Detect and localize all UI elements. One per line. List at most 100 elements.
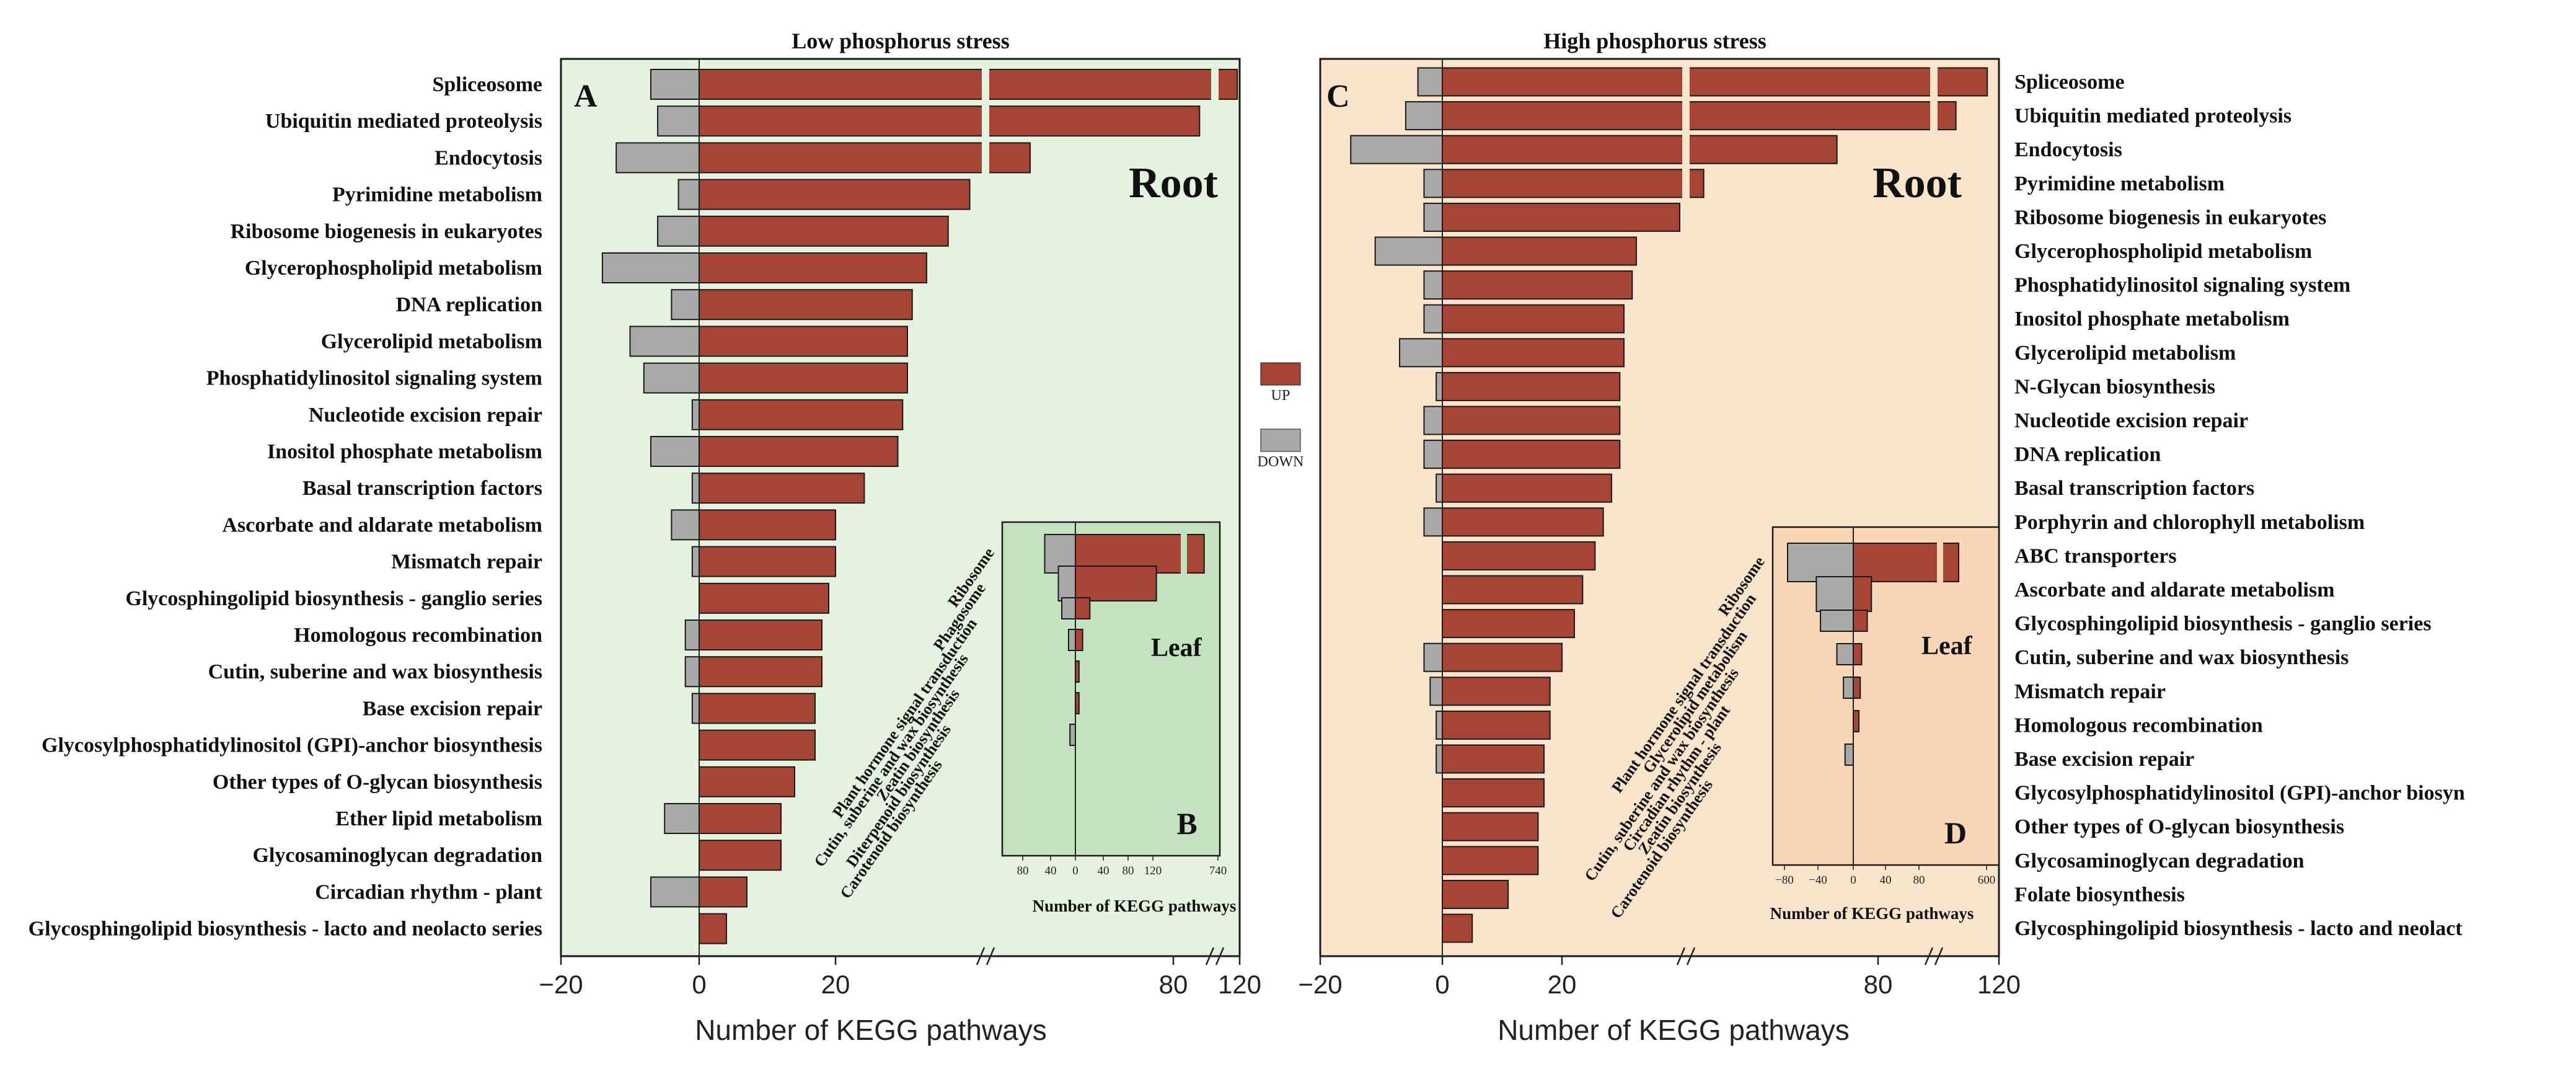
category-label: Nucleotide excision repair bbox=[309, 404, 542, 427]
bar-up-mismatch-repair bbox=[699, 546, 836, 577]
inset-x-tick-label: 600 bbox=[1978, 874, 1996, 887]
bar-up-glycerolipid-metabolism bbox=[1442, 338, 1625, 368]
category-label: Spliceosome bbox=[432, 73, 542, 96]
category-label: Homologous recombination bbox=[294, 624, 542, 647]
bar-up-phosphatidylinositol-signaling-system bbox=[1442, 270, 1633, 300]
category-label: Cutin, suberine and wax biosynthesis bbox=[2014, 646, 2349, 669]
bar-up-ascorbate-and-aldarate-metabolism bbox=[699, 509, 836, 541]
inset-x-tick-label: 0 bbox=[1072, 864, 1078, 877]
bar-down-circadian-rhythm-plant bbox=[650, 876, 700, 908]
inset-axis-break bbox=[1937, 528, 1943, 615]
category-label: Glycosylphosphatidylinositol (GPI)-ancho… bbox=[2014, 782, 2465, 805]
bar-up-circadian-rhythm-plant bbox=[699, 876, 748, 908]
inset-bar-down-phagosome bbox=[1057, 566, 1076, 601]
inset-x-tick-label: 740 bbox=[1209, 864, 1227, 877]
inset-bar-down-ribosome bbox=[1787, 543, 1854, 582]
bar-down-nucleotide-excision-repair bbox=[691, 399, 700, 430]
inset-bar-down-circadian-rhythm-plant bbox=[1843, 677, 1855, 699]
category-label: DNA replication bbox=[2014, 443, 2161, 466]
inset-plot-area bbox=[1771, 526, 2000, 866]
category-label: N-Glycan biosynthesis bbox=[2014, 375, 2215, 398]
legend-swatch-down bbox=[1260, 428, 1301, 452]
bar-up-ether-lipid-metabolism bbox=[699, 803, 782, 834]
bar-down-homologous-recombination bbox=[684, 619, 700, 650]
bar-up-glycerophospholipid-metabolism bbox=[1442, 236, 1637, 266]
legend-swatch-up bbox=[1260, 362, 1301, 386]
panel-letter: A bbox=[574, 79, 598, 114]
bar-down-pyrimidine-metabolism bbox=[1423, 169, 1443, 198]
axis-break-gap bbox=[982, 60, 989, 955]
category-label: Glycerolipid metabolism bbox=[321, 330, 542, 353]
legend-label-up: UP bbox=[1271, 388, 1290, 404]
bar-up-cutin-suberine-and-wax-biosynthesis bbox=[1442, 642, 1563, 672]
category-label: Folate biosynthesis bbox=[2014, 883, 2185, 906]
inset-x-axis-title: Number of KEGG pathways bbox=[1033, 897, 1237, 915]
x-tick-label: 120 bbox=[1977, 970, 2021, 999]
category-label: Pyrimidine metabolism bbox=[2014, 172, 2225, 195]
bar-down-glycerolipid-metabolism bbox=[1399, 338, 1444, 368]
bar-up-ubiquitin-mediated-proteolysis bbox=[699, 105, 1201, 137]
x-tick-label: 0 bbox=[692, 970, 706, 999]
category-label: DNA replication bbox=[396, 293, 543, 316]
category-label: Endocytosis bbox=[434, 146, 542, 169]
bar-up-endocytosis bbox=[1442, 135, 1838, 164]
bar-up-glycosylphosphatidylinositol-gpi-anchor-biosynthesis bbox=[699, 729, 816, 761]
x-tick-label: −20 bbox=[539, 970, 583, 999]
bar-down-dna-replication bbox=[1423, 440, 1443, 469]
bar-up-glycerophospholipid-metabolism bbox=[699, 252, 927, 283]
category-label: Pyrimidine metabolism bbox=[332, 184, 542, 206]
bar-up-inositol-phosphate-metabolism bbox=[699, 436, 899, 467]
bar-down-base-excision-repair bbox=[691, 693, 700, 724]
inset-x-tick-label: 80 bbox=[1913, 874, 1925, 887]
bar-up-mismatch-repair bbox=[1442, 677, 1551, 706]
bar-down-homologous-recombination bbox=[1436, 710, 1443, 740]
bar-up-other-types-of-o-glycan-biosynthesis bbox=[1442, 812, 1539, 841]
category-label: Spliceosome bbox=[2014, 71, 2125, 94]
x-axis-title: Number of KEGG pathways bbox=[695, 1014, 1047, 1046]
axis-break-gap bbox=[1682, 60, 1690, 955]
axis-break-mark bbox=[1934, 947, 1944, 965]
panel-title: High phosphorus stress bbox=[1543, 29, 1766, 53]
bar-down-spliceosome bbox=[650, 69, 700, 100]
bar-up-endocytosis bbox=[699, 142, 1031, 174]
x-tick-label: 20 bbox=[821, 970, 850, 999]
x-axis-title: Number of KEGG pathways bbox=[1498, 1014, 1850, 1046]
category-label: Phosphatidylinositol signaling system bbox=[206, 367, 542, 390]
bar-up-basal-transcription-factors bbox=[1442, 473, 1612, 503]
x-tick-label: 20 bbox=[1548, 970, 1577, 999]
axis-break-mark bbox=[986, 947, 995, 965]
bar-up-abc-transporters bbox=[1442, 541, 1596, 570]
category-label: Ether lipid metabolism bbox=[335, 807, 542, 830]
bar-up-glycosphingolipid-biosynthesis-ganglio-series bbox=[699, 582, 829, 614]
bar-down-ubiquitin-mediated-proteolysis bbox=[1405, 101, 1443, 131]
tissue-label: Root bbox=[1129, 159, 1218, 207]
inset-bar-up-cutin-suberine-and-wax-biosynthesis bbox=[1853, 643, 1863, 665]
category-label: Glycosylphosphatidylinositol (GPI)-ancho… bbox=[42, 734, 542, 757]
bar-down-ubiquitin-mediated-proteolysis bbox=[657, 105, 700, 137]
category-label: Glycerophospholipid metabolism bbox=[245, 257, 542, 280]
inset-x-tick-label: 80 bbox=[1123, 864, 1134, 877]
bar-up-basal-transcription-factors bbox=[699, 473, 865, 504]
inset-panel-letter: B bbox=[1176, 806, 1197, 841]
inset-bar-down-cutin-suberine-and-wax-biosynthesis bbox=[1068, 629, 1076, 651]
bar-down-glycerolipid-metabolism bbox=[629, 326, 700, 357]
inset-x-tick-label: 120 bbox=[1144, 864, 1162, 877]
bar-down-phosphatidylinositol-signaling-system bbox=[1423, 270, 1443, 300]
axis-break-mark bbox=[1924, 947, 1934, 965]
category-label: Glycosaminoglycan degradation bbox=[252, 844, 542, 867]
category-label: Circadian rhythm - plant bbox=[315, 881, 542, 903]
inset-bar-up-diterpenoid-biosynthesis bbox=[1075, 692, 1080, 714]
axis-break-mark bbox=[1676, 947, 1686, 965]
bar-up-folate-biosynthesis bbox=[1442, 879, 1509, 909]
bar-down-base-excision-repair bbox=[1436, 744, 1443, 774]
category-label: Porphyrin and chlorophyll metabolism bbox=[2014, 511, 2365, 534]
inset-bar-down-cutin-suberine-and-wax-biosynthesis bbox=[1836, 643, 1854, 665]
bar-up-pyrimidine-metabolism bbox=[699, 179, 971, 210]
bar-down-mismatch-repair bbox=[691, 546, 700, 577]
inset-bar-down-glycerolipid-metabolism bbox=[1820, 610, 1854, 632]
bar-up-base-excision-repair bbox=[1442, 744, 1545, 774]
category-label: Glycerolipid metabolism bbox=[2014, 342, 2236, 365]
inset-bar-up-plant-hormone-signal-transduction bbox=[1075, 597, 1091, 619]
x-tick-label: 0 bbox=[1435, 970, 1449, 999]
category-label: Basal transcription factors bbox=[302, 477, 542, 500]
